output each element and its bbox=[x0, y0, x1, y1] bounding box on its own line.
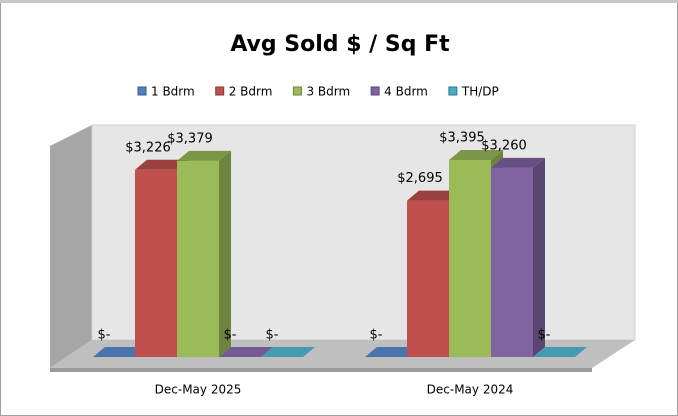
legend-swatch bbox=[370, 86, 380, 96]
legend-label: 3 Bdrm bbox=[306, 85, 350, 99]
data-label: $3,226 bbox=[125, 140, 171, 155]
bar-top bbox=[261, 347, 315, 357]
bar bbox=[365, 347, 419, 357]
bar-top bbox=[177, 150, 231, 161]
bar-front bbox=[449, 160, 491, 357]
top-edge bbox=[0, 0, 678, 3]
data-label: $- bbox=[538, 328, 551, 343]
legend-swatch bbox=[448, 86, 458, 96]
bar-front bbox=[491, 167, 533, 357]
x-tick-label: Dec-May 2024 bbox=[427, 383, 514, 397]
data-label: $3,260 bbox=[481, 138, 527, 153]
bar-top bbox=[135, 159, 189, 170]
chart-title: Avg Sold $ / Sq Ft bbox=[230, 32, 450, 57]
bar-top bbox=[491, 157, 545, 168]
legend-swatch bbox=[137, 86, 147, 96]
data-label: $- bbox=[266, 328, 279, 343]
data-label: $3,395 bbox=[439, 131, 485, 146]
bar-top bbox=[533, 347, 587, 357]
bar-top bbox=[219, 347, 273, 357]
data-label: $3,379 bbox=[167, 131, 213, 146]
legend-label: 2 Bdrm bbox=[229, 85, 273, 99]
legend-label: TH/DP bbox=[461, 85, 499, 99]
bar bbox=[533, 347, 587, 357]
bar-front bbox=[407, 200, 449, 357]
legend-label: 1 Bdrm bbox=[151, 85, 195, 99]
bar bbox=[491, 157, 545, 357]
bar bbox=[261, 347, 315, 357]
legend-swatch bbox=[215, 86, 225, 96]
bar-top bbox=[93, 347, 147, 357]
x-tick-label: Dec-May 2025 bbox=[155, 383, 242, 397]
bar bbox=[93, 347, 147, 357]
bar-side bbox=[219, 150, 231, 357]
side-wall bbox=[50, 125, 92, 368]
bar-front bbox=[177, 160, 219, 357]
legend: 1 Bdrm 2 Bdrm 3 Bdrm 4 Bdrm TH/DP bbox=[137, 85, 499, 99]
data-label: $- bbox=[370, 328, 383, 343]
legend-swatch bbox=[292, 86, 302, 96]
data-label: $- bbox=[98, 328, 111, 343]
data-label: $2,695 bbox=[397, 171, 443, 186]
bar-front bbox=[135, 169, 177, 357]
legend-label: 4 Bdrm bbox=[384, 85, 428, 99]
bar-top bbox=[449, 150, 503, 160]
bar-side bbox=[533, 157, 545, 357]
floor-edge bbox=[50, 368, 592, 372]
bar bbox=[219, 347, 273, 357]
data-label: $- bbox=[224, 328, 237, 343]
bar-top bbox=[365, 347, 419, 357]
bar bbox=[177, 150, 231, 357]
bar-top bbox=[407, 190, 461, 201]
